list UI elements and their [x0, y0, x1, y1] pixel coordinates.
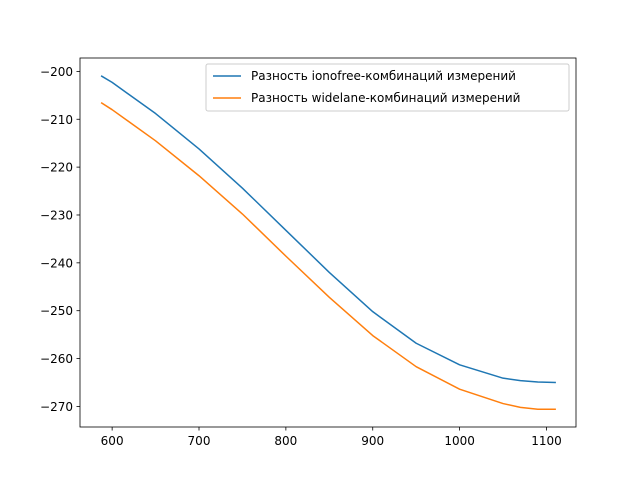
- y-tick-label: −270: [40, 400, 73, 414]
- y-tick-label: −250: [40, 304, 73, 318]
- legend: Разность ionofree-комбинаций измерений Р…: [206, 64, 569, 111]
- legend-label-widelane: Разность widelane-комбинаций измерений: [251, 91, 520, 105]
- x-tick-label: 900: [361, 434, 384, 448]
- legend-label-ionofree: Разность ionofree-комбинаций измерений: [251, 69, 516, 83]
- y-tick-label: −260: [40, 352, 73, 366]
- y-tick-label: −200: [40, 65, 73, 79]
- x-tick-label: 1100: [531, 434, 562, 448]
- y-tick-label: −240: [40, 256, 73, 270]
- y-tick-label: −230: [40, 208, 73, 222]
- y-tick-label: −210: [40, 113, 73, 127]
- x-tick-label: 600: [101, 434, 124, 448]
- x-tick-label: 700: [188, 434, 211, 448]
- y-tick-label: −220: [40, 161, 73, 175]
- x-tick-label: 800: [274, 434, 297, 448]
- x-tick-label: 1000: [444, 434, 475, 448]
